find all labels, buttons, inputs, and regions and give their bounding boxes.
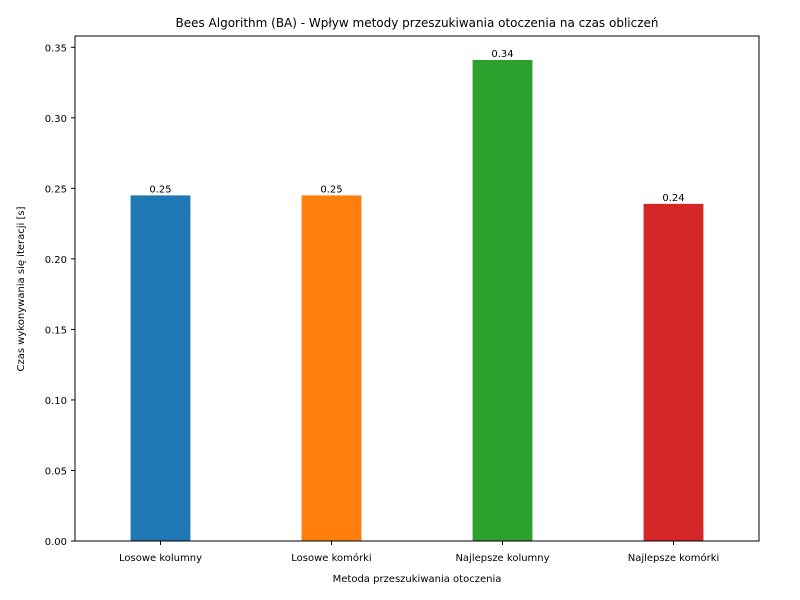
bar-1 — [130, 195, 191, 541]
y-tick-label-0: 0.00 — [45, 537, 67, 548]
y-tick-label-4: 0.20 — [45, 255, 67, 266]
bar-3 — [472, 59, 533, 542]
x-tick-label-1: Losowe komórki — [291, 552, 371, 564]
y-axis-label: Czas wykonywania się iteracji [s] — [16, 206, 27, 371]
chart-title: Bees Algorithm (BA) - Wpływ metody przes… — [175, 16, 658, 30]
y-tick-label-6: 0.30 — [45, 114, 67, 125]
y-tick-label-1: 0.05 — [45, 466, 67, 477]
bar-value-label-4: 0.24 — [662, 193, 684, 204]
x-tick-label-2: Najlepsze kolumny — [455, 553, 549, 564]
x-axis-label: Metoda przeszukiwania otoczenia — [333, 574, 502, 585]
bar-2 — [301, 195, 362, 541]
plot-frame — [74, 35, 760, 542]
y-tick-label-2: 0.10 — [45, 396, 67, 407]
y-tick-label-7: 0.35 — [45, 43, 67, 54]
bar-value-label-3: 0.34 — [491, 49, 513, 60]
x-tick-label-3: Najlepsze komórki — [628, 552, 720, 564]
plot-area: 0.25 0.25 0.34 0.24 0.00 0.05 0.10 0.15 0.20 0.25… — [45, 35, 760, 564]
bar-4 — [643, 203, 704, 541]
bar-value-label-1: 0.25 — [149, 184, 171, 195]
x-tick-label-0: Losowe kolumny — [119, 553, 202, 564]
bar-value-label-2: 0.25 — [320, 184, 342, 195]
y-tick-label-3: 0.15 — [45, 325, 67, 336]
y-tick-label-5: 0.25 — [45, 184, 67, 195]
